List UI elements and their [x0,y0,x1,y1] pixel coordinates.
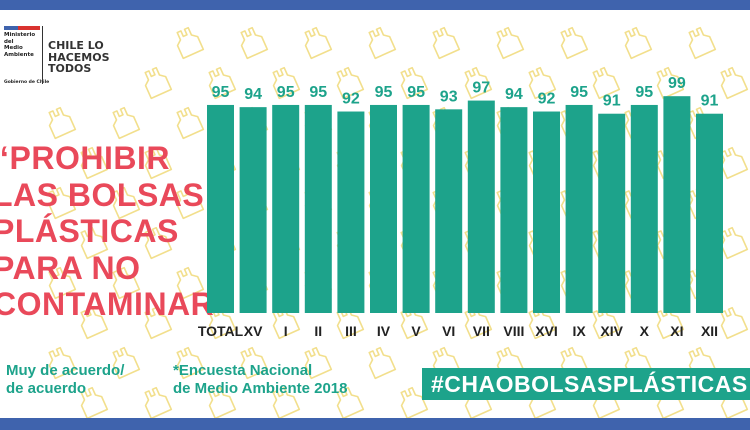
category-label: XV [244,323,263,339]
category-label: V [411,323,421,339]
quote-line: PARA NO [0,249,141,286]
slogan: CHILE LO HACEMOS TODOS [48,39,110,75]
quote-line: LAS BOLSAS [0,176,205,213]
value-label: 95 [375,84,393,101]
category-label: II [314,323,322,339]
value-label: 94 [244,86,262,103]
bar-xvi [533,111,560,314]
category-label: IV [377,323,391,339]
value-label: 91 [603,93,621,110]
value-label: 92 [538,91,556,108]
value-label: 95 [212,84,230,101]
value-label: 95 [635,84,653,101]
bar-xv [239,107,267,313]
value-label: 95 [277,84,295,101]
logo-divider [42,26,43,84]
bar-ix [565,104,593,313]
ministry-name: Ministerio del Medio Ambiente [4,32,36,58]
ministry-logo: Ministerio del Medio Ambiente Gobierno d… [4,26,134,88]
bar-x [630,104,658,313]
value-label: 95 [309,84,327,101]
logo-flag-bar [4,26,40,30]
value-label: 91 [701,93,719,110]
category-label: X [640,323,650,339]
value-label: 92 [342,91,360,108]
bar-iv [370,104,397,313]
quote-line: “PROHIBIR [0,140,170,176]
value-label: 93 [440,88,458,105]
quote-line: CONTAMINAR” [0,286,231,322]
bar-i [272,104,300,313]
quote-line: PLÁSTICAS [0,213,179,249]
value-label: 95 [570,84,588,101]
value-label: 99 [668,75,686,92]
category-label: XIV [600,323,623,339]
category-label: VI [442,323,455,339]
category-label: VII [473,323,490,339]
government-label: Gobierno de Chile [4,80,50,85]
category-label: III [345,323,357,339]
bar-ii [304,104,332,313]
category-label: XII [701,323,718,339]
hashtag-text: #CHAOBOLSASPLÁSTICAS [431,371,748,397]
top-band [0,0,750,10]
value-label: 97 [472,80,490,97]
bar-xii [696,113,723,314]
category-label: TOTAL [198,323,244,339]
bar-vii [467,100,495,313]
value-label: 95 [407,84,425,101]
category-label: VIII [503,323,524,339]
bar-iii [337,111,365,314]
quote: “PROHIBIR LAS BOLSAS PLÁSTICAS PARA NO C… [0,140,231,323]
hashtag-banner: #CHAOBOLSASPLÁSTICAS [422,368,750,400]
category-label: XVI [535,323,558,339]
bar-xiv [598,113,626,314]
category-label: XI [670,323,683,339]
bottom-band [0,418,750,430]
category-label: I [284,323,288,339]
bar-v [402,104,430,313]
bar-xi [663,96,691,313]
value-label: 94 [505,86,523,103]
legend-label: Muy de acuerdo/ de acuerdo [6,362,125,397]
bar-viii [500,107,528,313]
source-note: *Encuesta Nacional de Medio Ambiente 201… [173,362,348,397]
category-label: IX [572,323,586,339]
bar-vi [435,109,463,313]
bar-total [207,104,234,313]
